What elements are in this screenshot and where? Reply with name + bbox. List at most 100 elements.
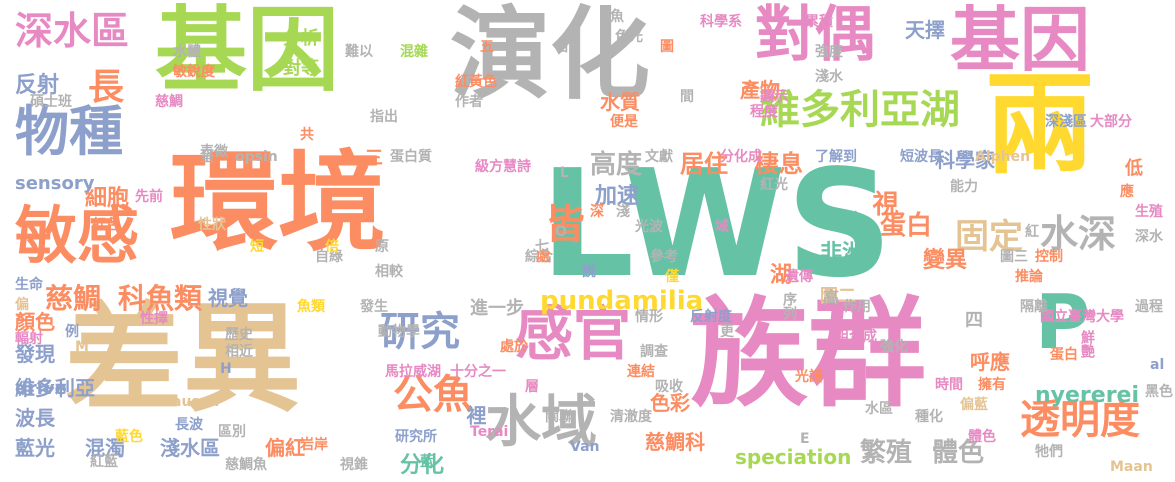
word-39: 反射 [15,73,60,98]
word-33: 棲息 [755,150,803,178]
word-173: 便是 [610,114,638,130]
word-19: 公魚 [393,372,473,418]
word-53: 裡 [463,405,487,425]
word-146: 表徵 [200,144,228,160]
word-85: 蛋白 [1050,347,1078,363]
word-121: Seehausen [133,394,220,410]
word-152: 水體 [173,44,201,60]
word-106: 調查 [640,344,668,360]
word-119: 區別 [218,424,246,440]
word-158: 五 [480,39,494,55]
word-137: 倍 [325,239,339,255]
word-115: 藍 [420,454,434,470]
word-122: 藍色 [115,429,143,445]
word-134: 發生 [360,299,388,315]
word-62: 對等 [283,58,319,79]
word-11: 敏感 [15,199,140,272]
word-95: 深 [590,204,604,220]
word-165: 科學系 [700,14,742,30]
word-130: 例 [65,324,79,340]
word-12: 物種 [15,100,123,163]
word-118: 慈鯛魚 [225,457,267,473]
word-54: 水質 [600,90,640,114]
word-110: 關聯 [545,409,573,425]
word-81: 擁有 [978,377,1006,393]
word-50: 慈鯛科 [645,430,705,454]
word-79: 光譜 [795,369,823,385]
word-22: 長 [88,67,125,108]
word-157: 混雜 [400,44,428,60]
word-67: 低 [1125,158,1143,179]
word-90: 控制 [1035,249,1063,265]
word-0: LWS [540,138,893,310]
word-178: 深水 [1135,229,1163,245]
word-14: 維多利亞湖 [760,87,960,133]
word-98: 參考 [650,249,678,265]
word-183: al [1150,357,1165,373]
word-56: 天擇 [905,18,945,42]
word-126: 性擇 [140,311,168,327]
word-10: 感官 [515,300,632,368]
word-172: 間 [680,89,694,105]
word-112: Van [570,439,600,455]
word-76: 國立臺灣大學 [1040,309,1124,325]
word-87: 推論 [1015,269,1043,285]
word-59: drive [15,378,67,399]
word-64: 圖二 [820,286,856,307]
word-82: 組合成 [835,329,877,345]
word-74: 了解到 [815,149,857,165]
word-38: 湖 [770,263,793,288]
word-75: 短波長 [900,149,942,165]
word-162: 魚 [610,9,624,25]
word-52: 色彩 [650,391,690,415]
word-57: 科學家 [935,148,995,172]
word-73: 分化成 [720,149,762,165]
word-184: 黑色 [1145,384,1173,400]
word-171: 程度 [750,104,778,120]
word-2: 差異 [65,290,302,428]
word-114: 研究所 [395,429,437,445]
word-99: 僅 [665,269,679,285]
word-34: 非洲 [820,241,865,266]
word-127: 輻射 [15,331,43,347]
word-154: 碩士班 [30,94,72,110]
word-170: Alphen [975,149,1031,165]
word-143: 先前 [135,189,163,205]
word-69: 馬拉威湖 [385,364,441,380]
word-70: 十分之一 [450,364,506,380]
word-182: 過程 [1135,299,1163,315]
word-167: 顯示 [760,89,788,105]
word-55: 產物 [740,78,780,102]
word-179: 紅 [1025,224,1039,240]
word-36: 加速 [595,184,640,209]
word-49: 偏紅 [265,436,305,460]
word-31: 高度 [590,150,643,180]
word-47: 混濁 [85,436,125,460]
word-91: 作用 [843,299,871,315]
word-123: 紅藍 [90,454,118,470]
word-23: pundamilia [540,286,704,316]
word-160: 紅黃色 [455,74,497,90]
word-51: speciation [735,445,852,469]
word-63: 進一步 [470,298,524,319]
word-72: 蛋白質 [390,149,432,165]
word-163: 色光 [615,29,643,45]
word-132: H [220,361,232,377]
word-150: L [560,165,569,181]
word-175: 能力 [950,179,978,195]
word-84: 鮮艷 [1079,330,1095,358]
word-145: opsin [235,149,278,165]
word-168: 強度 [815,44,843,60]
word-28: 體色 [932,438,985,468]
word-176: 應 [1120,184,1134,200]
word-144: 呈 [200,149,214,165]
word-140: 短 [250,239,264,255]
word-151: O [555,224,567,240]
word-27: 繁殖 [860,438,913,468]
word-43: 發現 [15,342,55,366]
word-181: 圖三 [1000,249,1028,265]
word-177: 生殖 [1135,204,1163,220]
word-189: E [800,431,810,447]
word-46: 藍光 [15,436,55,460]
word-188: 偏藍 [960,397,988,413]
